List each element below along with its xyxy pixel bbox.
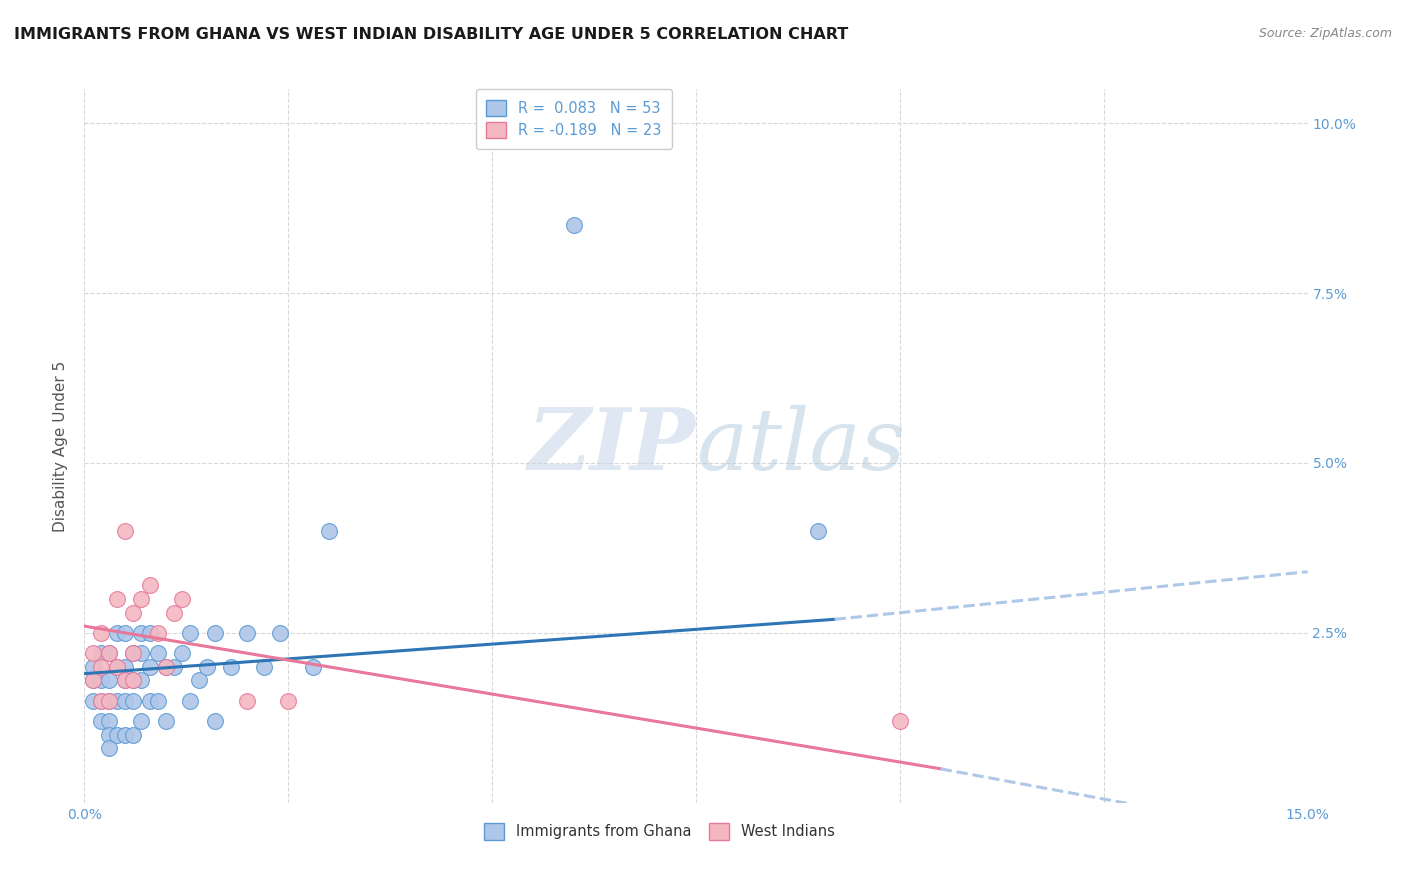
Point bbox=[155, 660, 177, 674]
Point bbox=[114, 694, 136, 708]
Point bbox=[146, 626, 169, 640]
Point bbox=[105, 660, 128, 674]
Point bbox=[187, 673, 209, 688]
Point bbox=[318, 524, 340, 538]
Point bbox=[97, 714, 120, 729]
Point bbox=[114, 660, 136, 674]
Point bbox=[131, 646, 153, 660]
Point bbox=[131, 714, 153, 729]
Point bbox=[105, 660, 128, 674]
Point bbox=[122, 673, 145, 688]
Point bbox=[82, 646, 104, 660]
Point bbox=[105, 626, 128, 640]
Point bbox=[97, 673, 120, 688]
Point bbox=[253, 660, 276, 674]
Point bbox=[114, 524, 136, 538]
Point bbox=[163, 660, 186, 674]
Text: IMMIGRANTS FROM GHANA VS WEST INDIAN DISABILITY AGE UNDER 5 CORRELATION CHART: IMMIGRANTS FROM GHANA VS WEST INDIAN DIS… bbox=[14, 27, 848, 42]
Point bbox=[172, 646, 194, 660]
Point bbox=[155, 660, 177, 674]
Point bbox=[204, 626, 226, 640]
Point bbox=[122, 646, 145, 660]
Point bbox=[179, 694, 201, 708]
Point bbox=[90, 714, 112, 729]
Point bbox=[97, 646, 120, 660]
Point bbox=[138, 694, 160, 708]
Point bbox=[105, 728, 128, 742]
Point bbox=[219, 660, 242, 674]
Y-axis label: Disability Age Under 5: Disability Age Under 5 bbox=[53, 360, 69, 532]
Point bbox=[138, 578, 160, 592]
Point bbox=[301, 660, 323, 674]
Point bbox=[90, 673, 112, 688]
Point bbox=[105, 694, 128, 708]
Point bbox=[97, 728, 120, 742]
Point bbox=[97, 694, 120, 708]
Point bbox=[204, 714, 226, 729]
Point bbox=[172, 591, 194, 606]
Point bbox=[138, 660, 160, 674]
Point bbox=[146, 646, 169, 660]
Point bbox=[97, 741, 120, 756]
Point bbox=[122, 673, 145, 688]
Point bbox=[97, 694, 120, 708]
Point bbox=[236, 694, 259, 708]
Text: ZIP: ZIP bbox=[529, 404, 696, 488]
Point bbox=[122, 606, 145, 620]
Point bbox=[90, 646, 112, 660]
Point bbox=[90, 660, 112, 674]
Point bbox=[114, 673, 136, 688]
Point bbox=[82, 673, 104, 688]
Point bbox=[114, 626, 136, 640]
Point bbox=[131, 626, 153, 640]
Point bbox=[236, 626, 259, 640]
Text: atlas: atlas bbox=[696, 405, 905, 487]
Point bbox=[131, 673, 153, 688]
Point bbox=[138, 626, 160, 640]
Point bbox=[131, 591, 153, 606]
Point bbox=[90, 694, 112, 708]
Point bbox=[97, 646, 120, 660]
Point bbox=[114, 673, 136, 688]
Point bbox=[179, 626, 201, 640]
Point bbox=[155, 714, 177, 729]
Point bbox=[889, 714, 911, 729]
Point bbox=[114, 728, 136, 742]
Point bbox=[195, 660, 218, 674]
Legend: Immigrants from Ghana, West Indians: Immigrants from Ghana, West Indians bbox=[478, 817, 841, 846]
Point bbox=[269, 626, 291, 640]
Point bbox=[82, 694, 104, 708]
Point bbox=[82, 660, 104, 674]
Point bbox=[122, 694, 145, 708]
Text: Source: ZipAtlas.com: Source: ZipAtlas.com bbox=[1258, 27, 1392, 40]
Point bbox=[122, 646, 145, 660]
Point bbox=[163, 606, 186, 620]
Point bbox=[82, 673, 104, 688]
Point bbox=[146, 694, 169, 708]
Point bbox=[122, 728, 145, 742]
Point bbox=[90, 694, 112, 708]
Point bbox=[105, 591, 128, 606]
Point bbox=[277, 694, 299, 708]
Point bbox=[562, 218, 585, 232]
Point bbox=[807, 524, 830, 538]
Point bbox=[90, 626, 112, 640]
